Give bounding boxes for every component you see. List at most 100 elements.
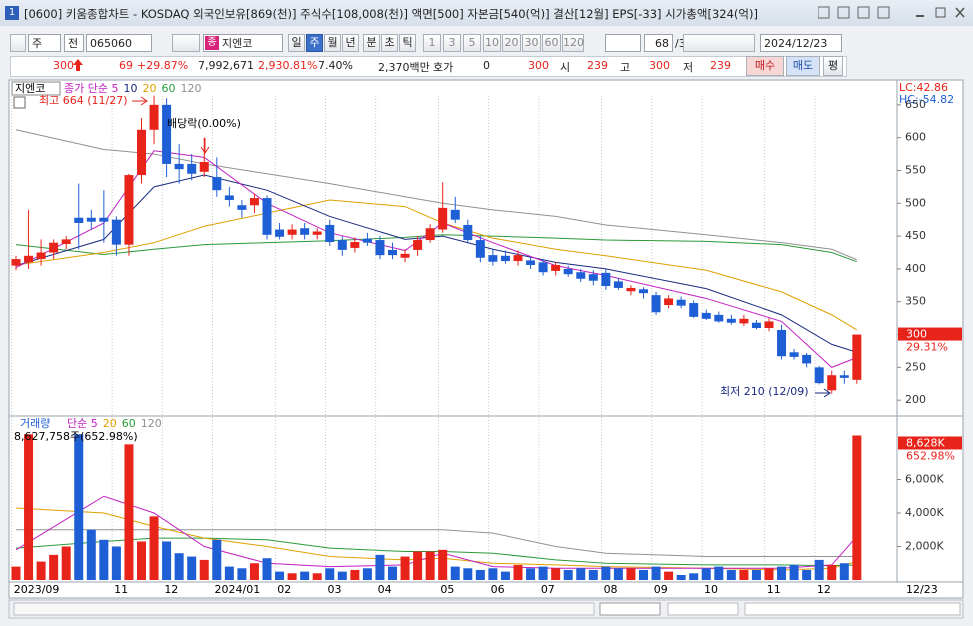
period-button[interactable]: 분 bbox=[363, 34, 380, 52]
open: 239 bbox=[587, 59, 608, 72]
volume-tag bbox=[898, 436, 962, 450]
quote-row bbox=[10, 56, 847, 77]
sell-button[interactable]: 매도 bbox=[786, 56, 820, 76]
candle-body bbox=[249, 198, 259, 206]
legend-entry: 10 bbox=[123, 82, 137, 95]
play-controls[interactable] bbox=[599, 602, 661, 616]
legend-entry: 60 bbox=[122, 417, 136, 430]
blank-field[interactable] bbox=[605, 34, 641, 52]
interval-button[interactable]: 30 bbox=[522, 34, 541, 52]
sound-icon[interactable] bbox=[172, 34, 200, 52]
volume-bar bbox=[664, 571, 674, 580]
quote-volume-rate: 2,930.81% bbox=[258, 59, 318, 72]
interval-button[interactable]: 1 bbox=[423, 34, 441, 52]
candle-body bbox=[237, 205, 247, 210]
interval-button[interactable]: 20 bbox=[502, 34, 521, 52]
candle-body bbox=[24, 255, 34, 263]
candle-body bbox=[438, 207, 448, 230]
legend-entry: 종가 단순 5 bbox=[64, 82, 118, 95]
volume-bar bbox=[237, 568, 247, 580]
date-field[interactable]: 2024/12/23 bbox=[760, 34, 842, 52]
interval-button[interactable]: 5 bbox=[463, 34, 481, 52]
volume-bar bbox=[137, 541, 146, 580]
candle-body bbox=[689, 303, 699, 317]
period-button[interactable]: 주 bbox=[306, 34, 323, 52]
period-button[interactable]: 초 bbox=[381, 34, 398, 52]
interval-button[interactable]: 10 bbox=[483, 34, 501, 52]
stock-name[interactable]: 지엔코 bbox=[203, 34, 283, 52]
candle-body bbox=[839, 375, 849, 378]
volume-bar bbox=[714, 566, 724, 580]
volume-bar bbox=[802, 569, 812, 580]
hc-label: HC:-54.82 bbox=[899, 93, 954, 106]
candle-body bbox=[450, 209, 460, 220]
x-tick-label: 05 bbox=[440, 583, 454, 596]
y-tick-label: 2,000K bbox=[905, 540, 944, 553]
volume-bar bbox=[300, 571, 310, 580]
tool-icons[interactable] bbox=[683, 34, 755, 52]
volume-bar bbox=[588, 569, 598, 580]
interval-button[interactable]: 120 bbox=[562, 34, 584, 52]
y-tick-label: 350 bbox=[905, 295, 926, 308]
interval-button[interactable]: 60 bbox=[542, 34, 561, 52]
period-button[interactable]: 일 bbox=[288, 34, 305, 52]
candle-count[interactable]: 68 bbox=[644, 34, 673, 52]
volume-bar bbox=[777, 566, 787, 580]
buy-button[interactable]: 매수 bbox=[746, 56, 784, 76]
candle-body bbox=[111, 219, 121, 245]
volume-bar bbox=[726, 569, 736, 580]
period-button[interactable]: 월 bbox=[324, 34, 341, 52]
zoom-slider[interactable] bbox=[667, 602, 739, 616]
volume-bar bbox=[676, 574, 686, 580]
quote-price: 300 bbox=[53, 59, 74, 72]
candle-body bbox=[475, 240, 485, 258]
volume-bar bbox=[413, 551, 423, 580]
legend-entry: 20 bbox=[142, 82, 156, 95]
candle-body bbox=[212, 177, 222, 191]
candle-body bbox=[312, 231, 322, 235]
period-type[interactable]: 주 bbox=[28, 34, 61, 52]
candle-body bbox=[388, 249, 397, 256]
scroll-track[interactable] bbox=[13, 602, 595, 616]
candle-body bbox=[488, 255, 498, 262]
interval-button[interactable]: 3 bbox=[443, 34, 461, 52]
candle-body bbox=[676, 299, 686, 306]
volume-name: 거래량 bbox=[20, 417, 50, 430]
price-tag-label: 300 bbox=[906, 328, 927, 341]
volume-bar bbox=[325, 568, 335, 580]
open-label: 시 bbox=[560, 61, 571, 74]
candle-body bbox=[262, 198, 272, 235]
adjust[interactable]: 전 bbox=[64, 34, 84, 52]
candle-body bbox=[124, 175, 134, 245]
candle-body bbox=[563, 268, 573, 275]
ask: 300 bbox=[528, 59, 549, 72]
avg-button[interactable]: 평 bbox=[823, 56, 843, 76]
stock-code[interactable]: 065060 bbox=[86, 34, 152, 52]
x-tick-label: 04 bbox=[378, 583, 392, 596]
candle-body bbox=[86, 217, 96, 222]
zoom-buttons[interactable] bbox=[744, 602, 961, 616]
candle-body bbox=[162, 104, 172, 164]
x-tick-label: 07 bbox=[541, 583, 555, 596]
bid-label: 호가 bbox=[433, 61, 454, 74]
candle-body bbox=[613, 281, 623, 288]
window-controls[interactable] bbox=[817, 6, 968, 20]
candle-body bbox=[500, 255, 510, 262]
volume-bar bbox=[475, 569, 485, 580]
period-button[interactable]: 년 bbox=[342, 34, 359, 52]
candle-body bbox=[74, 217, 84, 223]
volume-bar bbox=[187, 556, 197, 580]
period-button[interactable]: 틱 bbox=[399, 34, 416, 52]
volume-bar bbox=[563, 569, 573, 580]
volume-bar bbox=[689, 573, 699, 580]
candle-body bbox=[224, 195, 234, 201]
candle-body bbox=[174, 163, 184, 170]
volume-bar bbox=[124, 444, 134, 580]
name-box bbox=[11, 81, 61, 96]
low-annotation: 최저 210 (12/09) bbox=[720, 385, 809, 398]
lc-label: LC:42.86 bbox=[899, 81, 948, 94]
volume-bar bbox=[262, 558, 272, 580]
x-tick-label: 2024/01 bbox=[215, 583, 261, 596]
menu-icon[interactable] bbox=[10, 34, 26, 52]
